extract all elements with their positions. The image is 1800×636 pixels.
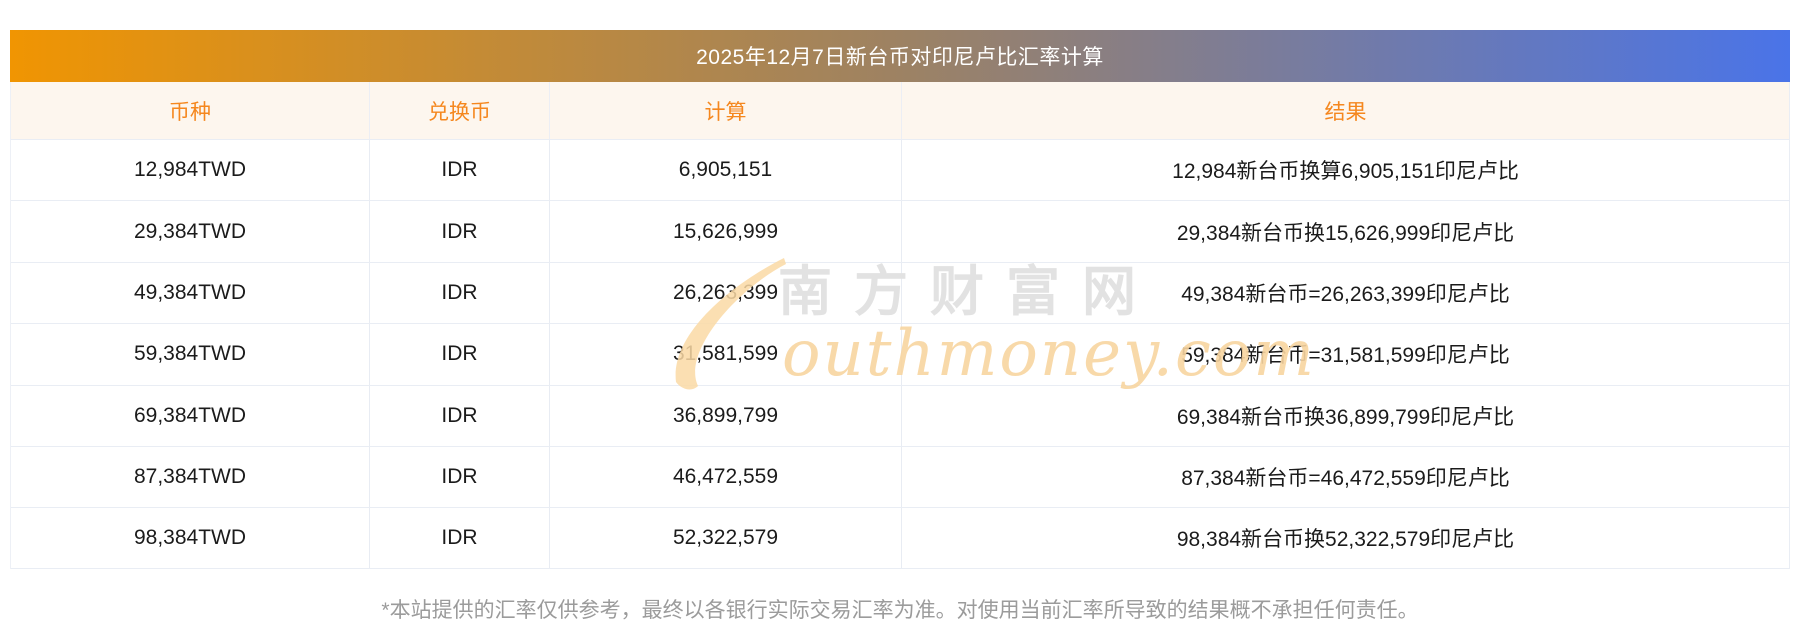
page-title: 2025年12月7日新台币对印尼卢比汇率计算 bbox=[696, 46, 1104, 69]
table-row: 87,384TWD IDR 46,472,559 87,384新台币=46,47… bbox=[11, 445, 1789, 508]
table-row: 69,384TWD IDR 36,899,799 69,384新台币换36,89… bbox=[11, 384, 1789, 446]
currency-cell: 87,384TWD bbox=[133, 465, 247, 489]
title-banner: 2025年12月7日新台币对印尼卢比汇率计算 bbox=[10, 30, 1790, 82]
column-header-exchange: 兑换币 bbox=[369, 82, 549, 139]
result-cell: 49,384新台币=26,263,399印尼卢比 bbox=[901, 262, 1789, 324]
currency-cell: 49,384TWD bbox=[133, 280, 247, 304]
currency-cell: 98,384TWD bbox=[133, 526, 247, 550]
exchange-cell: IDR bbox=[369, 140, 549, 201]
table-row: 29,384TWD IDR 15,626,999 29,384新台币换15,62… bbox=[11, 200, 1789, 262]
exchange-cell: IDR bbox=[369, 201, 549, 262]
result-cell: 69,384新台币换36,899,799印尼卢比 bbox=[901, 385, 1789, 446]
currency-cell: 29,384TWD bbox=[133, 219, 247, 243]
table-row: 12,984TWD IDR 6,905,151 12,984新台币换算6,905… bbox=[11, 139, 1789, 201]
exchange-cell: IDR bbox=[369, 508, 549, 568]
table-header-row: 币种 兑换币 计算 结果 bbox=[11, 82, 1789, 139]
currency-cell: 12,984TWD bbox=[133, 158, 247, 182]
currency-cell: 69,384TWD bbox=[133, 403, 247, 427]
calc-cell: 52,322,579 bbox=[549, 508, 901, 568]
disclaimer-text: *本站提供的汇率仅供参考，最终以各银行实际交易汇率为准。对使用当前汇率所导致的结… bbox=[381, 599, 1419, 622]
calc-cell: 46,472,559 bbox=[549, 446, 901, 508]
exchange-cell: IDR bbox=[369, 446, 549, 508]
column-header-calc: 计算 bbox=[549, 82, 901, 139]
exchange-cell: IDR bbox=[369, 324, 549, 385]
calc-cell: 31,581,599 bbox=[549, 324, 901, 385]
result-cell: 59,384新台币=31,581,599印尼卢比 bbox=[901, 324, 1789, 385]
column-header-result: 结果 bbox=[901, 82, 1789, 139]
calc-cell: 26,263,399 bbox=[549, 262, 901, 324]
column-header-currency: 币种 bbox=[169, 100, 211, 124]
table-row: 98,384TWD IDR 52,322,579 98,384新台币换52,32… bbox=[11, 507, 1789, 569]
calc-cell: 6,905,151 bbox=[549, 140, 901, 201]
result-cell: 98,384新台币换52,322,579印尼卢比 bbox=[901, 508, 1789, 568]
rate-table: 币种 兑换币 计算 结果 12,984TWD IDR 6,905,151 12,… bbox=[10, 82, 1790, 569]
currency-cell: 59,384TWD bbox=[133, 342, 247, 366]
table-row: 49,384TWD IDR 26,263,399 49,384新台币=26,26… bbox=[11, 261, 1789, 324]
result-cell: 87,384新台币=46,472,559印尼卢比 bbox=[901, 446, 1789, 508]
exchange-cell: IDR bbox=[369, 262, 549, 324]
result-cell: 29,384新台币换15,626,999印尼卢比 bbox=[901, 201, 1789, 262]
table-row: 59,384TWD IDR 31,581,599 59,384新台币=31,58… bbox=[11, 323, 1789, 385]
result-cell: 12,984新台币换算6,905,151印尼卢比 bbox=[901, 140, 1789, 201]
exchange-cell: IDR bbox=[369, 385, 549, 446]
calc-cell: 36,899,799 bbox=[549, 385, 901, 446]
calc-cell: 15,626,999 bbox=[549, 201, 901, 262]
